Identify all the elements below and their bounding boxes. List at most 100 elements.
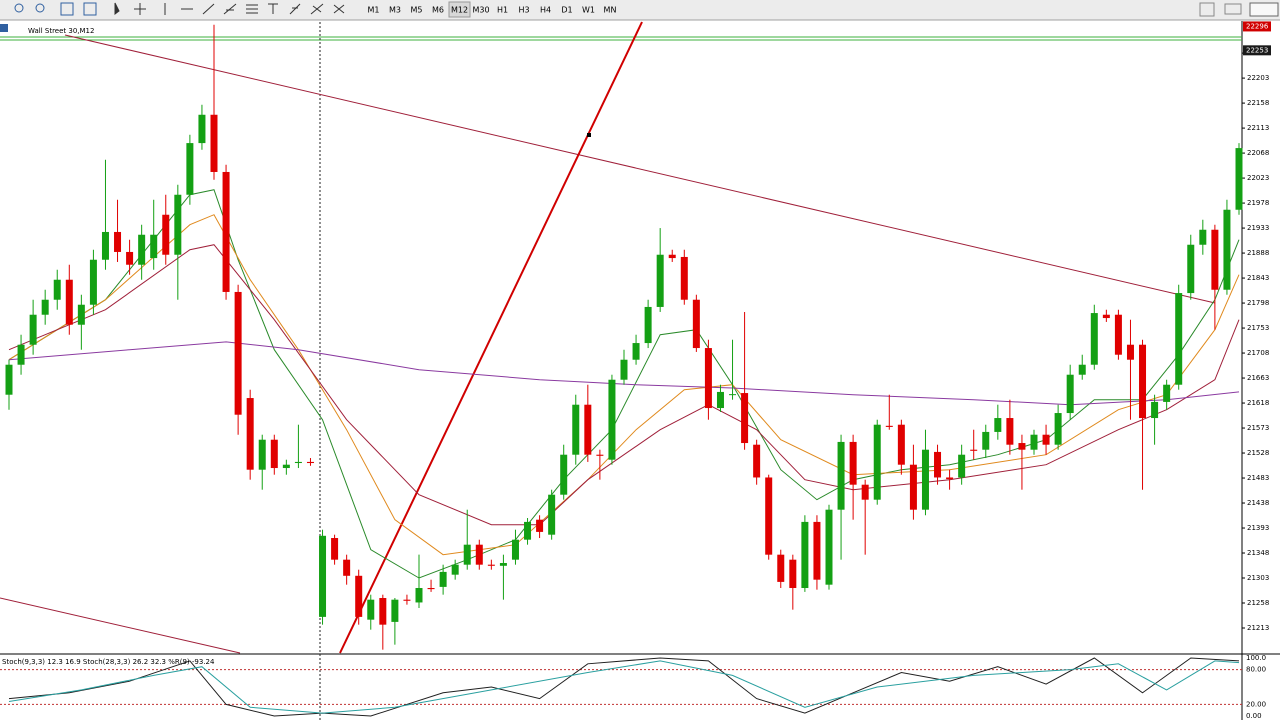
candle-body bbox=[270, 439, 278, 469]
y-tick-label: 21393 bbox=[1247, 524, 1269, 532]
zoom-in[interactable] bbox=[14, 3, 24, 13]
timeframe-button[interactable]: M5 bbox=[411, 6, 423, 15]
y-tick-label: 21618 bbox=[1247, 399, 1269, 407]
candle-body bbox=[222, 171, 230, 292]
candle-body bbox=[644, 306, 652, 344]
channel-tool[interactable] bbox=[223, 3, 237, 15]
timeframe-button[interactable]: M30 bbox=[472, 6, 489, 15]
timeframe-button[interactable]: H1 bbox=[497, 6, 508, 15]
price-tag-label: 22253 bbox=[1246, 46, 1268, 54]
candle-body bbox=[897, 424, 905, 465]
y-tick-label: 21753 bbox=[1247, 324, 1269, 332]
candle-body bbox=[174, 194, 182, 255]
text-tool[interactable] bbox=[268, 3, 278, 14]
candle-body bbox=[789, 559, 797, 589]
candle-body bbox=[162, 214, 170, 255]
candle-body bbox=[1006, 418, 1014, 445]
tile-icon[interactable] bbox=[60, 2, 74, 16]
candle-body bbox=[306, 461, 314, 464]
shapes-tool[interactable] bbox=[333, 4, 345, 14]
candle-body bbox=[246, 398, 254, 470]
candle-body bbox=[1054, 413, 1062, 445]
timeframe-button[interactable]: M6 bbox=[432, 6, 444, 15]
candle-body bbox=[439, 571, 447, 587]
candle-body bbox=[463, 544, 471, 565]
y-tick-label: 21978 bbox=[1247, 199, 1269, 207]
line-handle[interactable] bbox=[587, 133, 591, 137]
osc-tick-label: 80.00 bbox=[1246, 666, 1266, 674]
candle-body bbox=[403, 599, 411, 601]
candle-body bbox=[487, 564, 495, 566]
cursor-tool[interactable] bbox=[114, 2, 120, 15]
candle-body bbox=[1090, 313, 1098, 365]
timeframe-button[interactable]: W1 bbox=[582, 6, 595, 15]
candle-body bbox=[5, 364, 13, 395]
zoom-out[interactable] bbox=[35, 3, 45, 13]
candle-body bbox=[1175, 293, 1183, 385]
oscillator-line bbox=[8, 660, 1240, 714]
y-tick-label: 21933 bbox=[1247, 224, 1269, 232]
pitchfork-tool[interactable] bbox=[310, 3, 324, 15]
candle-body bbox=[946, 477, 954, 480]
candle-body bbox=[1151, 401, 1159, 419]
candle-body bbox=[499, 563, 507, 566]
candle-body bbox=[584, 404, 592, 455]
candle-body bbox=[451, 564, 459, 575]
fibo-tool[interactable] bbox=[246, 4, 258, 14]
y-tick-label: 21888 bbox=[1247, 249, 1269, 257]
timeframe-button[interactable]: MN bbox=[604, 6, 617, 15]
candle-body bbox=[126, 251, 134, 265]
candle-body bbox=[596, 454, 604, 456]
candle-body bbox=[741, 393, 749, 444]
candle-body bbox=[198, 114, 206, 144]
candle-body bbox=[765, 477, 773, 555]
candle-body bbox=[367, 599, 375, 620]
y-tick-label: 22158 bbox=[1247, 99, 1269, 107]
trend-line bbox=[64, 34, 1216, 304]
candle-body bbox=[572, 404, 580, 455]
y-tick-label: 21303 bbox=[1247, 574, 1269, 582]
candle-body bbox=[716, 391, 724, 409]
crosshair-tool[interactable] bbox=[134, 3, 146, 15]
moving-average bbox=[8, 244, 1240, 526]
candle-body bbox=[632, 343, 640, 360]
plot: 2224822203221582211322068220232197821933… bbox=[0, 21, 1271, 720]
menu-button[interactable] bbox=[1249, 2, 1279, 17]
candle-body bbox=[1030, 434, 1038, 450]
candle-body bbox=[343, 559, 351, 576]
y-tick-label: 21708 bbox=[1247, 349, 1269, 357]
trendline-tool[interactable] bbox=[202, 3, 215, 15]
candle-body bbox=[186, 143, 194, 195]
candle-body bbox=[391, 599, 399, 622]
timeframe-button[interactable]: H4 bbox=[540, 6, 551, 15]
chat-button[interactable] bbox=[1224, 3, 1242, 15]
price-tag-label: 22296 bbox=[1246, 22, 1269, 30]
timeframe-button[interactable]: M1 bbox=[368, 6, 380, 15]
chart-title: Wall Street 30,M12 bbox=[28, 27, 94, 35]
osc-tick-label: 20.00 bbox=[1246, 700, 1266, 708]
timeframe-button[interactable]: H3 bbox=[518, 6, 529, 15]
price-tag bbox=[1243, 45, 1271, 56]
toolbar bbox=[0, 0, 1280, 20]
candle-body bbox=[415, 588, 423, 603]
timeframe-button[interactable]: M12 bbox=[451, 6, 468, 15]
gann-tool[interactable] bbox=[289, 3, 301, 15]
timeframes: M1 M3 M5 M6 M12 M30 H1 H3 H4 D1 W1 MN bbox=[368, 1, 617, 18]
y-tick-label: 21483 bbox=[1247, 474, 1269, 482]
candle-body bbox=[41, 299, 49, 315]
timeframe-button[interactable]: D1 bbox=[561, 6, 572, 15]
trend-line bbox=[339, 21, 643, 654]
candle-body bbox=[1223, 209, 1231, 290]
candle-body bbox=[1187, 244, 1195, 294]
candle-body bbox=[101, 231, 109, 260]
search-button[interactable] bbox=[1199, 2, 1215, 17]
candle-body bbox=[934, 451, 942, 478]
y-tick-label: 22023 bbox=[1247, 174, 1269, 182]
osc-tick-label: 100.0 bbox=[1246, 654, 1266, 662]
scroll-icon[interactable] bbox=[83, 2, 97, 16]
timeframe-active bbox=[448, 1, 471, 18]
candle-body bbox=[837, 441, 845, 510]
candle-body bbox=[331, 538, 339, 560]
candle-body bbox=[692, 299, 700, 349]
timeframe-button[interactable]: M3 bbox=[389, 6, 401, 15]
